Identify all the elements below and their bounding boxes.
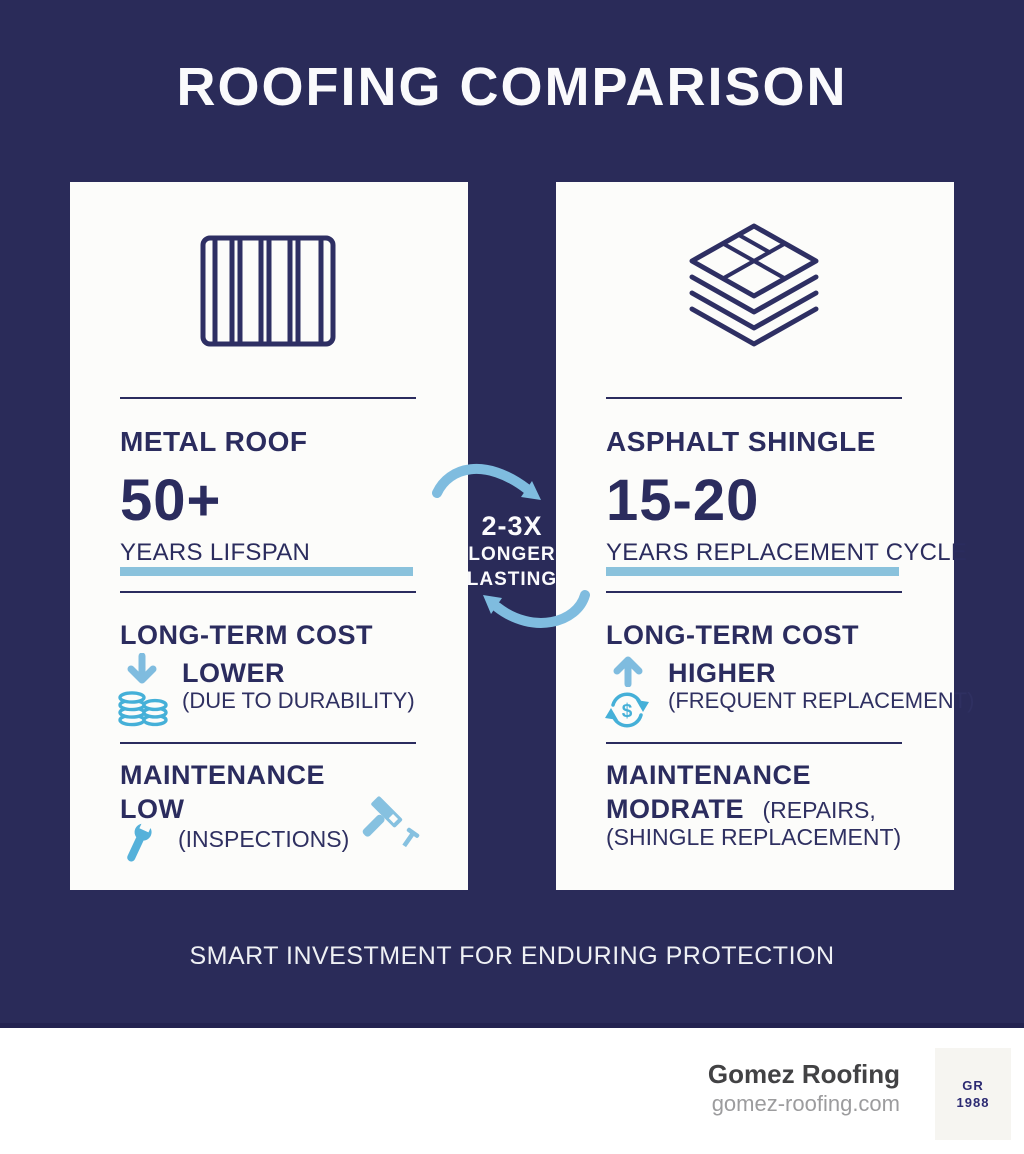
- arrow-down-icon: [127, 653, 157, 684]
- wrench-icon: [127, 820, 153, 862]
- cost-heading: LONG-TERM COST: [606, 620, 859, 650]
- asphalt-shingle-icon: [689, 223, 819, 347]
- card-title: ASPHALT SHINGLE: [606, 426, 876, 457]
- maintenance-value: LOW: [120, 794, 185, 824]
- replacement-value: 15-20: [606, 468, 760, 533]
- company-website: gomez-roofing.com: [711, 1091, 900, 1116]
- lifespan-label: YEARS LIFSPAN: [120, 539, 311, 566]
- coins-icon: [118, 691, 168, 727]
- background-divider-line: [0, 1023, 1024, 1028]
- metal-roof-card: METAL ROOF 50+ YEARS LIFSPAN LONG-TERM C…: [70, 182, 468, 890]
- arrow-up-icon: [613, 656, 643, 687]
- center-badge-text: 2-3X LONGER LASTING: [427, 510, 597, 592]
- cost-value: LOWER: [182, 658, 285, 688]
- section-divider: [606, 397, 902, 399]
- replacement-label: YEARS REPLACEMENT CYCLE: [606, 539, 968, 566]
- card-title: METAL ROOF: [120, 426, 308, 457]
- dollar-glyph: $: [622, 701, 633, 722]
- maintenance-heading: MAINTENANCE: [120, 760, 325, 790]
- curved-arrow-top-icon: [432, 463, 541, 500]
- maintenance-line: MODRATE (REPAIRS,: [606, 794, 876, 825]
- curved-arrow-bottom-icon: [483, 590, 590, 628]
- badge-line1: 2-3X: [481, 511, 543, 541]
- logo-badge: GR 1988: [935, 1048, 1011, 1140]
- logo-initials: GR: [962, 1078, 984, 1093]
- section-divider: [606, 591, 902, 593]
- metal-roof-icon: [200, 235, 336, 347]
- cost-note: (DUE TO DURABILITY): [182, 688, 415, 713]
- cost-value: HIGHER: [668, 658, 777, 688]
- maintenance-note: (INSPECTIONS): [178, 826, 350, 852]
- badge-line3: LASTING: [466, 569, 558, 590]
- highlight-bar: [606, 567, 899, 576]
- hammer-nail-icon: [362, 796, 420, 848]
- page-title: ROOFING COMPARISON: [176, 57, 848, 117]
- tagline: SMART INVESTMENT FOR ENDURING PROTECTION: [189, 942, 835, 970]
- center-badge: 2-3X LONGER LASTING: [427, 455, 597, 655]
- asphalt-shingle-card: ASPHALT SHINGLE 15-20 YEARS REPLACEMENT …: [556, 182, 974, 890]
- logo-year: 1988: [956, 1095, 990, 1110]
- badge-line2: LONGER: [468, 544, 556, 565]
- section-divider: [120, 742, 416, 744]
- maintenance-heading: MAINTENANCE: [606, 760, 811, 790]
- maintenance-value: MODRATE: [606, 794, 744, 824]
- lifespan-value: 50+: [120, 468, 222, 533]
- company-name: Gomez Roofing: [707, 1059, 900, 1089]
- maintenance-note-line2: (SHINGLE REPLACEMENT): [606, 824, 902, 850]
- cost-heading: LONG-TERM COST: [120, 620, 373, 650]
- section-divider: [606, 742, 902, 744]
- section-divider: [120, 591, 416, 593]
- maintenance-note: (REPAIRS,: [762, 797, 876, 823]
- footer-brand: Gomez Roofing gomez-roofing.com: [708, 1058, 900, 1118]
- section-divider: [120, 397, 416, 399]
- cost-note: (FREQUENT REPLACEMENT): [668, 688, 975, 713]
- dollar-cycle-icon: $: [605, 692, 649, 728]
- highlight-bar: [120, 567, 413, 576]
